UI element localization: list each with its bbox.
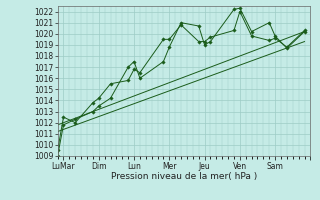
X-axis label: Pression niveau de la mer( hPa ): Pression niveau de la mer( hPa ) [111, 172, 257, 181]
